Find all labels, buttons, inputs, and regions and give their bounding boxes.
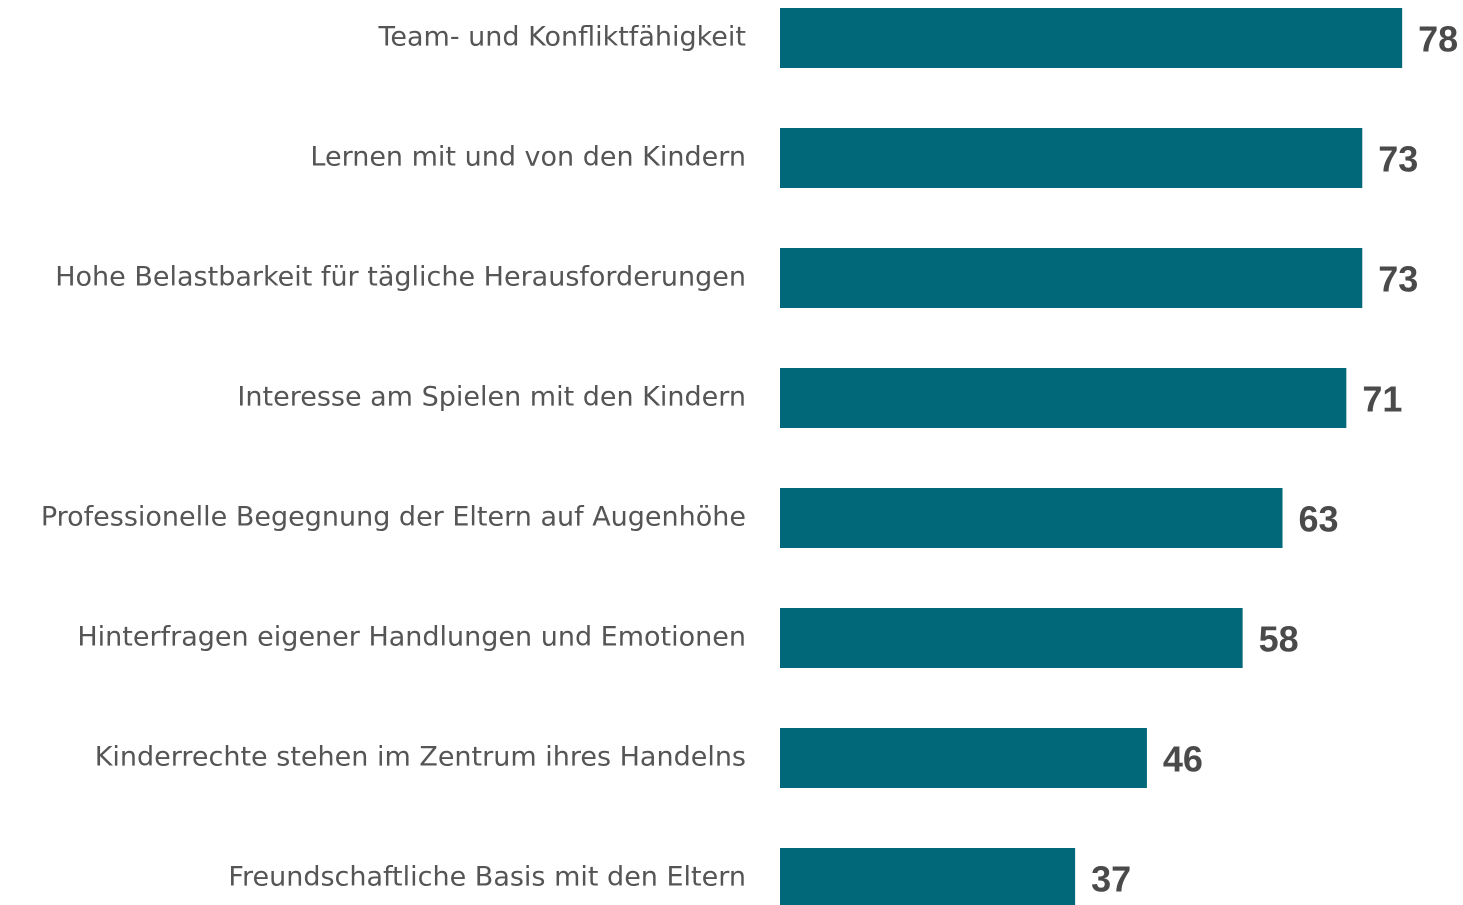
value-label: 46	[1163, 739, 1203, 780]
category-label: Team- und Konfliktfähigkeit	[377, 22, 746, 53]
value-label: 73	[1378, 259, 1418, 300]
category-label: Professionelle Begegnung der Eltern auf …	[41, 502, 746, 533]
bar	[780, 128, 1363, 188]
category-label: Freundschaftliche Basis mit den Eltern	[228, 862, 746, 893]
bar	[780, 848, 1076, 905]
value-label: 63	[1299, 499, 1339, 540]
bar	[780, 248, 1363, 308]
category-label: Interesse am Spielen mit den Kindern	[237, 382, 746, 413]
category-label: Hinterfragen eigener Handlungen und Emot…	[77, 622, 746, 653]
bar	[780, 728, 1147, 788]
value-label: 71	[1362, 379, 1402, 420]
value-label: 58	[1259, 619, 1299, 660]
value-label: 73	[1378, 139, 1418, 180]
category-label: Hohe Belastbarkeit für tägliche Herausfo…	[55, 262, 746, 293]
value-label: 37	[1091, 859, 1131, 900]
value-label: 78	[1418, 19, 1458, 60]
bar	[780, 608, 1243, 668]
bar	[780, 8, 1403, 68]
bar	[780, 368, 1347, 428]
bar	[780, 488, 1283, 548]
category-label: Lernen mit und von den Kindern	[310, 142, 746, 173]
category-label: Kinderrechte stehen im Zentrum ihres Han…	[95, 742, 746, 773]
